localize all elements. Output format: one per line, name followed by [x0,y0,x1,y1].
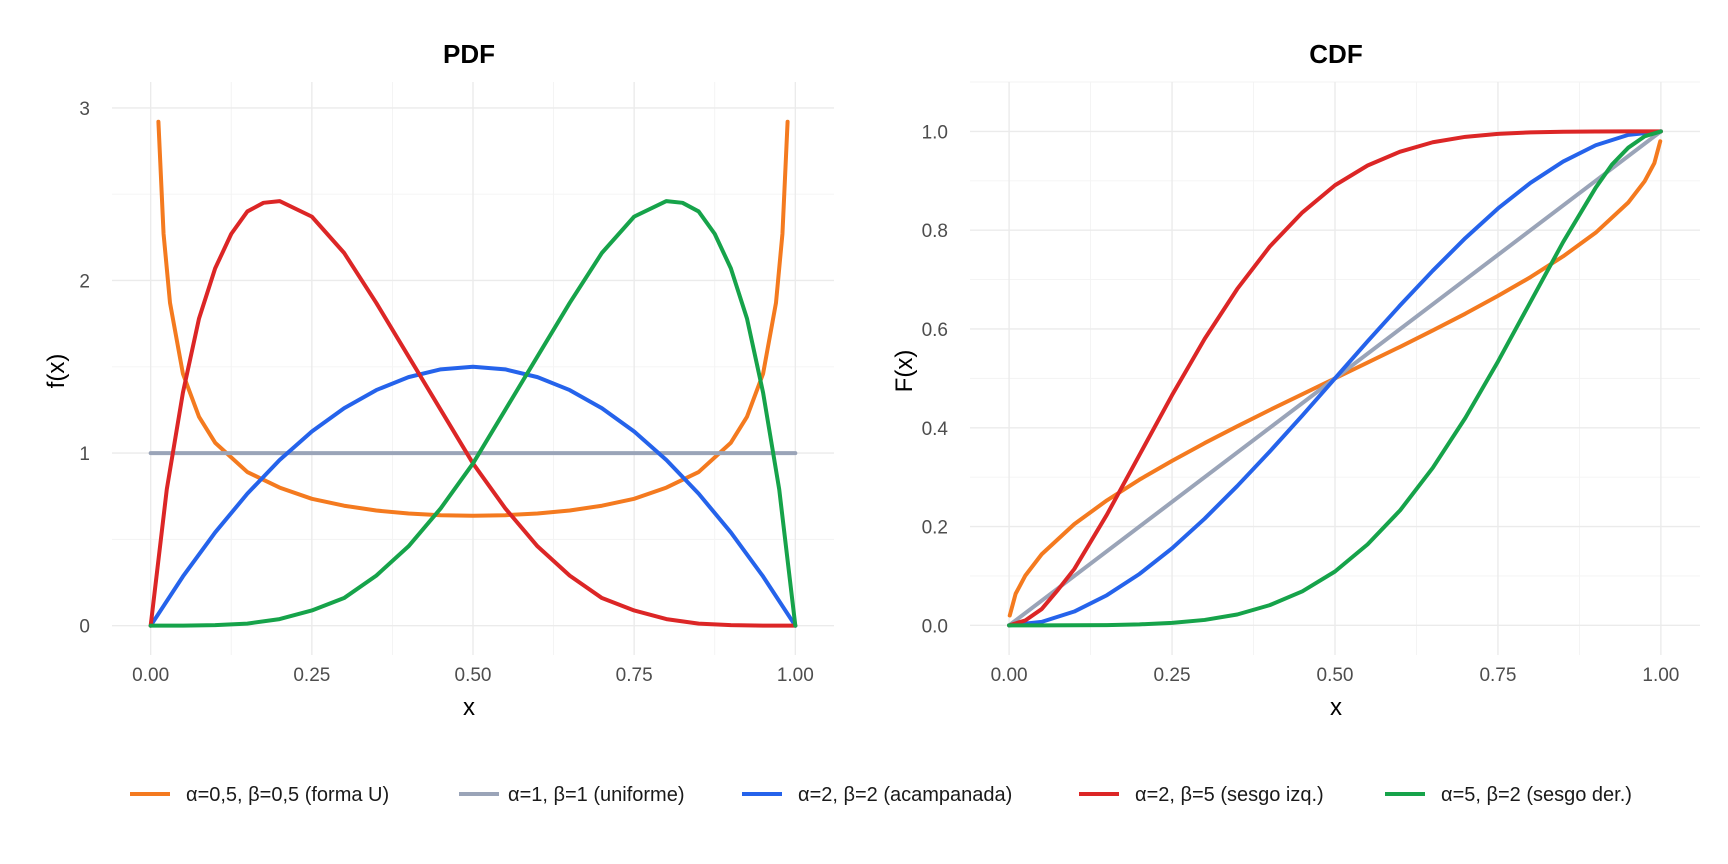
pdf-curve-a2b2 [148,364,798,628]
legend-item-a2b2: α=2, β=2 (acampanada) [742,784,1012,806]
legend-label-a5b2: α=5, β=2 (sesgo der.) [1441,784,1632,806]
cdf-title: CDF [1309,39,1362,69]
pdf-curve-a2b5 [148,199,798,628]
pdf-title: PDF [443,39,495,69]
pdf-panel: PDF x f(x) 0.00 0.25 0.50 0.75 1.00 0 1 2 3 [43,39,834,721]
pdf-gridlines [112,82,834,655]
pdf-y-tick-label: 0 [79,617,90,638]
pdf-curve-a05b05 [156,119,790,518]
pdf-y-tick-label: 1 [79,444,90,465]
pdf-y-tick-label: 2 [79,271,90,292]
pdf-curves [148,119,798,628]
cdf-x-tick-label: 0.50 [1317,665,1354,686]
cdf-y-tick-label: 0.4 [922,419,949,440]
legend: α=0,5, β=0,5 (forma U) α=1, β=1 (uniform… [130,784,1632,806]
cdf-curve-a2b5 [1007,129,1663,628]
pdf-y-axis-title: f(x) [43,354,70,389]
pdf-x-tick-label: 0.25 [293,665,330,686]
legend-label-a2b2: α=2, β=2 (acampanada) [798,784,1012,806]
legend-item-a05b05: α=0,5, β=0,5 (forma U) [130,784,389,806]
legend-item-a2b5: α=2, β=5 (sesgo izq.) [1079,784,1324,806]
cdf-y-tick-label: 0.6 [922,320,948,341]
pdf-x-tick-label: 1.00 [777,665,814,686]
cdf-y-tick-label: 0.0 [922,616,948,637]
legend-item-a5b2: α=5, β=2 (sesgo der.) [1385,784,1632,806]
pdf-y-tick-label: 3 [79,99,90,120]
pdf-x-axis-title: x [463,694,475,721]
cdf-x-tick-label: 0.75 [1479,665,1516,686]
pdf-curve-a5b2 [148,199,798,628]
cdf-x-tick-label: 0.00 [991,665,1028,686]
cdf-y-tick-label: 0.2 [922,518,948,539]
cdf-curve-a5b2 [1007,129,1663,628]
cdf-y-tick-label: 1.0 [922,122,948,143]
cdf-tick-labels: 0.00 0.25 0.50 0.75 1.00 0.0 0.2 0.4 0.6 0.8 1.0 [922,122,1680,686]
cdf-x-tick-label: 0.25 [1154,665,1191,686]
cdf-x-tick-label: 1.00 [1642,665,1679,686]
pdf-x-tick-label: 0.75 [616,665,653,686]
pdf-x-tick-label: 0.50 [455,665,492,686]
legend-item-a1b1: α=1, β=1 (uniforme) [459,784,684,806]
cdf-panel: CDF x F(x) 0.00 0.25 0.50 0.75 1.00 0.0 0.2 0.4… [891,39,1700,721]
legend-label-a1b1: α=1, β=1 (uniforme) [508,784,684,806]
legend-label-a2b5: α=2, β=5 (sesgo izq.) [1135,784,1324,806]
pdf-x-tick-label: 0.00 [132,665,169,686]
cdf-curves [1007,129,1663,628]
cdf-curve-a2b2 [1007,129,1663,628]
cdf-y-axis-title: F(x) [891,350,918,393]
legend-label-a05b05: α=0,5, β=0,5 (forma U) [186,784,389,806]
pdf-tick-labels: 0.00 0.25 0.50 0.75 1.00 0 1 2 3 [79,99,813,686]
cdf-y-tick-label: 0.8 [922,221,948,242]
cdf-x-axis-title: x [1330,694,1342,721]
